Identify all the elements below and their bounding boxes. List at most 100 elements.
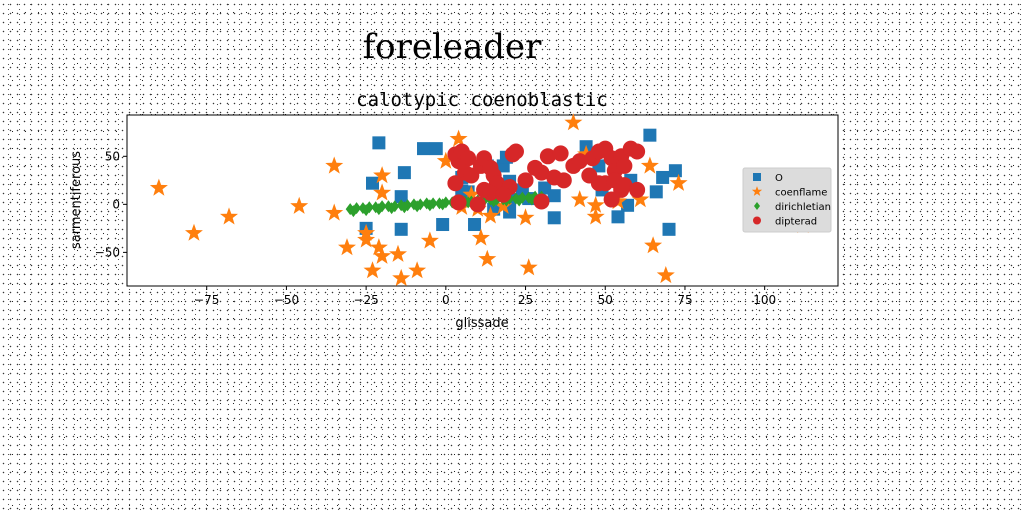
y-tick-label-0: −50: [95, 245, 120, 259]
point-circle-3-16: [447, 175, 464, 192]
point-star-1-2: [220, 207, 238, 225]
point-star-1-17: [420, 231, 439, 249]
point-star-1-29: [564, 113, 583, 131]
legend-box: [742, 167, 832, 233]
point-star-1-25: [481, 206, 500, 224]
x-tick-label-7: 100: [753, 293, 776, 307]
point-star-1-35: [631, 190, 650, 208]
point-star-1-14: [389, 244, 407, 262]
legend-marker-0: [753, 173, 761, 181]
point-circle-3-34: [616, 157, 633, 174]
point-square-0-25: [611, 210, 625, 224]
point-circle-3-45: [517, 172, 534, 189]
point-circle-3-20: [533, 164, 550, 181]
point-square-0-33: [436, 218, 450, 232]
y-tick-label-1: 0: [112, 197, 120, 211]
point-square-0-29: [649, 185, 663, 199]
point-square-0-1: [397, 166, 411, 180]
point-star-1-13: [373, 183, 392, 201]
point-star-1-11: [373, 246, 392, 264]
legend-label-3: dipterad: [775, 217, 817, 228]
point-star-1-15: [392, 268, 411, 286]
point-diamond-2-44: [514, 194, 524, 207]
point-star-1-12: [373, 166, 392, 184]
x-tick-label-6: 75: [677, 293, 692, 307]
x-tick-label-1: −50: [274, 293, 299, 307]
point-star-1-4: [325, 156, 344, 174]
point-star-1-5: [325, 203, 344, 221]
point-diamond-2-33: [374, 203, 384, 216]
point-star-1-6: [338, 238, 356, 256]
point-diamond-2-34: [387, 202, 397, 215]
point-circle-3-43: [629, 181, 646, 198]
point-star-1-23: [471, 228, 490, 246]
x-tick-label-4: 25: [518, 293, 533, 307]
chart-title: calotypic coenoblastic: [356, 89, 608, 111]
point-star-1-27: [516, 208, 535, 226]
legend-marker-3: [753, 216, 761, 225]
point-star-1-16: [408, 261, 427, 279]
point-star-1-8: [357, 230, 376, 248]
point-star-1-24: [478, 249, 497, 267]
point-diamond-2-35: [399, 201, 409, 214]
point-star-1-3: [290, 196, 309, 214]
point-star-1-21: [462, 185, 481, 203]
point-square-0-26: [621, 198, 635, 212]
point-diamond-2-37: [425, 199, 435, 212]
point-square-0-28: [643, 128, 657, 142]
point-circle-3-21: [539, 148, 556, 165]
point-circle-3-44: [533, 193, 550, 210]
point-circle-3-12: [482, 184, 499, 201]
point-circle-3-15: [507, 143, 524, 160]
point-diamond-2-32: [361, 204, 371, 217]
y-tick-label-2: 50: [105, 149, 120, 163]
x-axis-label: glissade: [455, 316, 508, 331]
point-star-1-10: [369, 238, 388, 256]
x-tick-label-3: 0: [442, 293, 450, 307]
chart-suptitle: foreleader: [363, 27, 543, 67]
legend-label-2: dirichletian: [775, 202, 831, 213]
x-tick-label-0: −75: [194, 293, 219, 307]
point-star-1-28: [519, 258, 538, 276]
x-tick-label-5: 50: [598, 293, 613, 307]
y-axis-ticks: −50 0 50: [95, 149, 127, 259]
point-star-1-0: [149, 178, 168, 196]
point-circle-3-36: [629, 143, 646, 160]
point-star-1-37: [644, 236, 663, 254]
point-square-0-0: [372, 136, 386, 150]
point-star-1-30: [570, 190, 589, 208]
point-star-1-36: [640, 156, 659, 174]
point-diamond-2-36: [412, 200, 422, 213]
legend-label-0: O: [775, 173, 783, 184]
point-square-0-32: [662, 222, 676, 236]
point-star-1-1: [185, 223, 203, 241]
point-star-1-18: [436, 151, 455, 169]
point-square-0-31: [668, 164, 682, 178]
point-square-0-3: [394, 190, 408, 204]
x-axis-ticks: −75 −50 −25 0 25 50 75 100: [194, 286, 776, 307]
point-square-0-30: [656, 170, 670, 184]
y-axis-label: sarmentiferous: [69, 151, 84, 249]
point-circle-3-39: [590, 175, 607, 192]
point-star-1-32: [586, 195, 605, 213]
legend-label-1: coenflame: [775, 188, 827, 199]
point-circle-3-46: [495, 186, 512, 203]
point-circle-3-23: [552, 145, 569, 162]
point-circle-3-17: [450, 194, 467, 211]
point-circle-3-42: [616, 177, 633, 194]
point-circle-3-3: [460, 150, 477, 167]
point-square-0-21: [547, 211, 561, 225]
point-square-0-6: [417, 142, 431, 156]
point-star-1-9: [363, 261, 382, 279]
point-star-1-19: [449, 129, 468, 147]
point-square-0-2: [366, 176, 380, 190]
point-circle-3-41: [603, 191, 620, 208]
point-diamond-2-38: [438, 198, 448, 211]
point-square-0-20: [547, 189, 561, 203]
point-square-0-34: [468, 218, 482, 232]
point-star-1-38: [656, 266, 675, 284]
markers-layer: [149, 113, 812, 286]
point-square-0-7: [429, 142, 443, 156]
